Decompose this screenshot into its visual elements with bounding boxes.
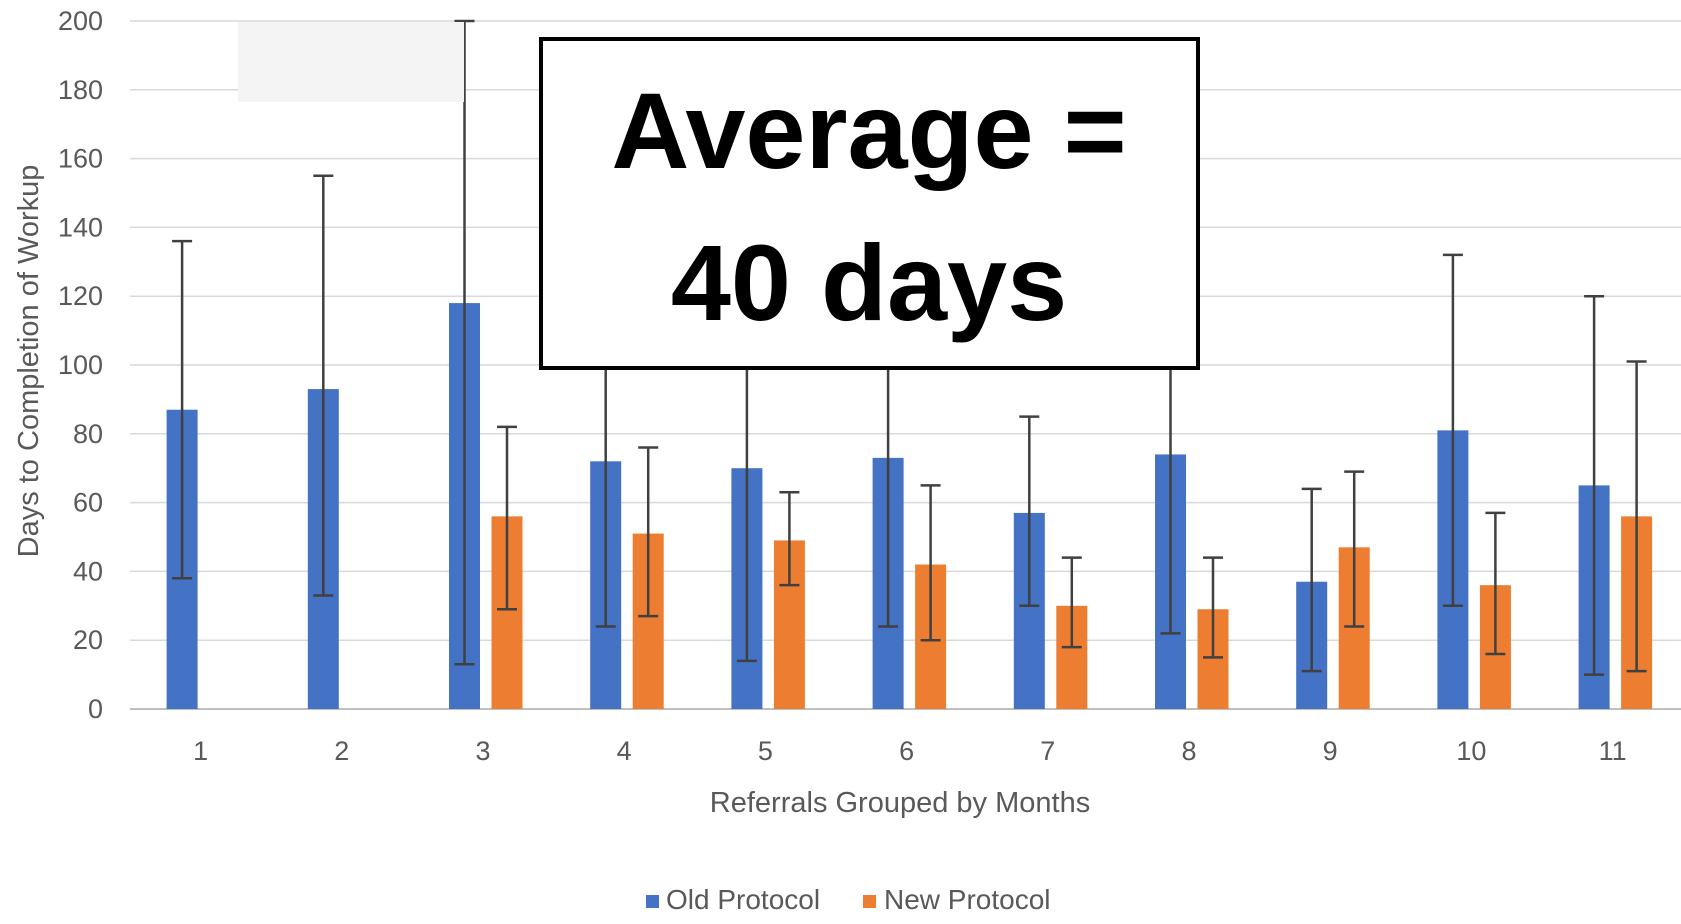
legend-label-new-protocol: New Protocol	[884, 884, 1051, 915]
x-axis-ticks: 1 2 3 4 5 6 7 8 9 10 11	[193, 736, 1627, 766]
y-tick-label-60: 60	[73, 488, 103, 518]
x-tick-label-4: 4	[617, 736, 632, 766]
x-tick-label-10: 10	[1456, 736, 1486, 766]
callout-line-2: 40 days	[671, 222, 1067, 343]
callout-box	[539, 37, 1200, 370]
x-tick-label-5: 5	[758, 736, 773, 766]
faint-box	[238, 22, 464, 102]
y-tick-label-40: 40	[73, 556, 103, 586]
x-tick-label-7: 7	[1040, 736, 1055, 766]
y-tick-label-140: 140	[58, 212, 103, 242]
y-tick-label-80: 80	[73, 419, 103, 449]
y-tick-label-20: 20	[73, 625, 103, 655]
x-tick-label-2: 2	[334, 736, 349, 766]
x-tick-label-3: 3	[475, 736, 490, 766]
x-tick-label-1: 1	[193, 736, 208, 766]
y-tick-label-100: 100	[58, 350, 103, 380]
legend-swatch-new-protocol	[863, 895, 876, 908]
y-tick-label-160: 160	[58, 144, 103, 174]
y-tick-label-120: 120	[58, 281, 103, 311]
y-tick-label-200: 200	[58, 6, 103, 36]
x-tick-label-11: 11	[1599, 736, 1627, 766]
y-tick-label-180: 180	[58, 75, 103, 105]
legend: Old Protocol New Protocol	[646, 884, 1051, 915]
callout-line-1: Average =	[611, 70, 1126, 191]
x-tick-label-8: 8	[1181, 736, 1196, 766]
legend-swatch-old-protocol	[646, 895, 659, 908]
x-tick-label-6: 6	[899, 736, 914, 766]
average-callout: Average = 40 days	[539, 37, 1200, 370]
y-axis-ticks: 0 20 40 60 80 100 120 140 160 180 200	[58, 6, 103, 724]
x-axis-title: Referrals Grouped by Months	[710, 787, 1090, 819]
x-tick-label-9: 9	[1323, 736, 1338, 766]
y-tick-label-0: 0	[88, 694, 103, 724]
y-axis-title: Days to Completion of Workup	[13, 165, 45, 558]
legend-label-old-protocol: Old Protocol	[666, 884, 820, 915]
bars	[166, 19, 1653, 709]
